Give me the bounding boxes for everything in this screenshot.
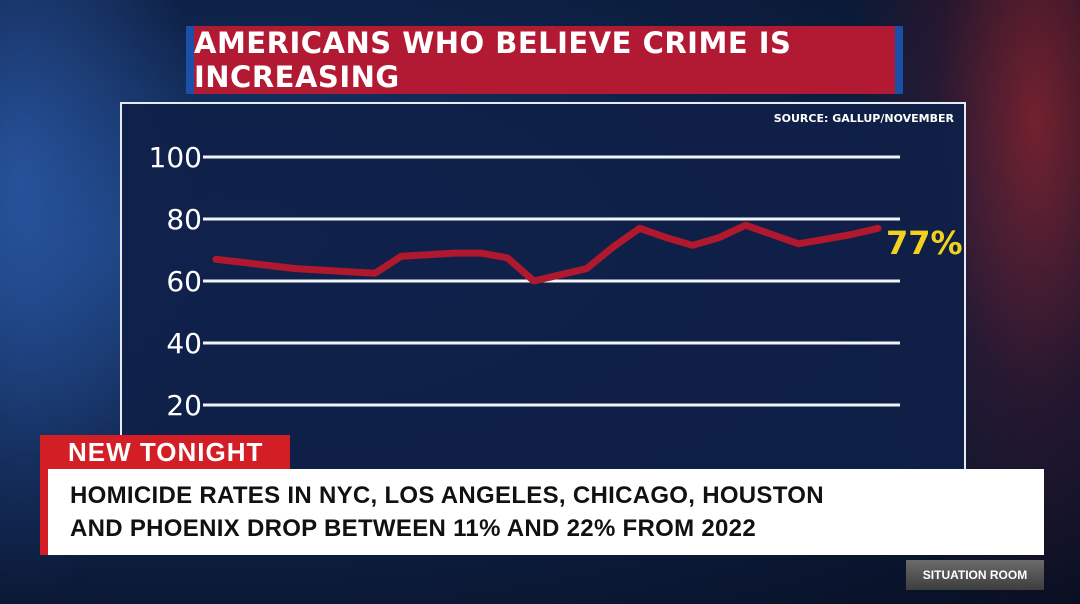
- headline-line-2: AND PHOENIX DROP BETWEEN 11% AND 22% FRO…: [70, 515, 756, 542]
- new-tonight-tag: NEW TONIGHT: [40, 435, 290, 469]
- chart-title: AMERICANS WHO BELIEVE CRIME IS INCREASIN…: [194, 26, 792, 94]
- y-tick-label-20: 20: [166, 389, 202, 422]
- new-tonight-label: NEW TONIGHT: [68, 436, 264, 467]
- y-tick-label-40: 40: [166, 327, 202, 360]
- source-label: SOURCE: GALLUP/NOVEMBER: [773, 112, 954, 125]
- y-tick-label-60: 60: [166, 265, 202, 298]
- headline-ticker: HOMICIDE RATES IN NYC, LOS ANGELES, CHIC…: [40, 469, 1044, 555]
- show-name: SITUATION ROOM: [922, 568, 1028, 582]
- title-banner: AMERICANS WHO BELIEVE CRIME IS INCREASIN…: [186, 26, 903, 94]
- y-tick-label-80: 80: [166, 203, 202, 236]
- chart-panel: SOURCE: GALLUP/NOVEMBER: [120, 102, 966, 482]
- series-line-0: [212, 221, 882, 285]
- end-value-label: 77%: [886, 224, 963, 262]
- show-name-badge: SITUATION ROOM: [906, 560, 1044, 590]
- headline-line-1: HOMICIDE RATES IN NYC, LOS ANGELES, CHIC…: [70, 482, 824, 509]
- y-tick-label-100: 100: [149, 141, 202, 174]
